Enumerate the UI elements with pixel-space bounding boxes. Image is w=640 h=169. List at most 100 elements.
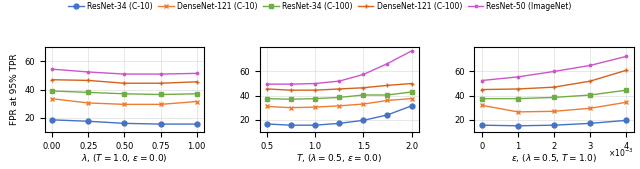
- DenseNet-121 (C-10): [514, 111, 522, 113]
- DenseNet-121 (C-10): [408, 98, 415, 100]
- ResNet-34 (C-10): [550, 124, 558, 126]
- Line: DenseNet-121 (C-100): DenseNet-121 (C-100): [264, 81, 414, 93]
- ResNet-34 (C-100): [120, 93, 128, 95]
- ResNet-50 (ImageNet): [623, 55, 630, 57]
- DenseNet-121 (C-100): [311, 89, 319, 91]
- DenseNet-121 (C-100): [383, 84, 391, 86]
- ResNet-34 (C-100): [478, 98, 486, 100]
- ResNet-34 (C-100): [311, 98, 319, 100]
- DenseNet-121 (C-100): [193, 81, 200, 83]
- ResNet-34 (C-10): [263, 123, 271, 125]
- ResNet-34 (C-100): [550, 96, 558, 98]
- DenseNet-121 (C-10): [263, 105, 271, 107]
- Legend: ResNet-34 (C-10), DenseNet-121 (C-10), ResNet-34 (C-100), DenseNet-121 (C-100), : ResNet-34 (C-10), DenseNet-121 (C-10), R…: [67, 1, 573, 13]
- DenseNet-121 (C-100): [48, 79, 56, 81]
- DenseNet-121 (C-10): [360, 103, 367, 105]
- ResNet-50 (ImageNet): [157, 73, 164, 75]
- DenseNet-121 (C-100): [360, 87, 367, 89]
- ResNet-50 (ImageNet): [586, 64, 594, 66]
- Line: DenseNet-121 (C-10): DenseNet-121 (C-10): [50, 96, 199, 107]
- Line: ResNet-50 (ImageNet): ResNet-50 (ImageNet): [479, 54, 628, 83]
- X-axis label: $\varepsilon$, ($\lambda = 0.5$, $T = 1.0$): $\varepsilon$, ($\lambda = 0.5$, $T = 1.…: [511, 152, 597, 164]
- ResNet-34 (C-10): [408, 105, 415, 107]
- DenseNet-121 (C-10): [311, 106, 319, 108]
- ResNet-34 (C-100): [383, 94, 391, 96]
- DenseNet-121 (C-10): [478, 104, 486, 106]
- ResNet-50 (ImageNet): [383, 63, 391, 65]
- Line: ResNet-34 (C-10): ResNet-34 (C-10): [264, 103, 414, 128]
- DenseNet-121 (C-10): [623, 101, 630, 103]
- ResNet-50 (ImageNet): [360, 74, 367, 76]
- ResNet-50 (ImageNet): [478, 79, 486, 81]
- Line: ResNet-50 (ImageNet): ResNet-50 (ImageNet): [264, 49, 414, 87]
- DenseNet-121 (C-100): [586, 80, 594, 82]
- ResNet-34 (C-10): [311, 124, 319, 126]
- ResNet-34 (C-100): [586, 94, 594, 96]
- DenseNet-121 (C-100): [623, 69, 630, 71]
- ResNet-34 (C-100): [287, 98, 295, 100]
- Line: ResNet-34 (C-100): ResNet-34 (C-100): [479, 88, 628, 101]
- ResNet-34 (C-100): [84, 91, 92, 93]
- DenseNet-121 (C-100): [157, 82, 164, 84]
- ResNet-34 (C-100): [193, 93, 200, 95]
- Y-axis label: FPR at 95% TPR: FPR at 95% TPR: [10, 54, 19, 125]
- DenseNet-121 (C-100): [335, 88, 343, 90]
- ResNet-34 (C-10): [478, 124, 486, 126]
- ResNet-34 (C-100): [48, 90, 56, 92]
- DenseNet-121 (C-10): [335, 105, 343, 107]
- ResNet-50 (ImageNet): [120, 73, 128, 75]
- ResNet-50 (ImageNet): [193, 72, 200, 74]
- DenseNet-121 (C-100): [120, 82, 128, 84]
- Text: $\times10^{-3}$: $\times10^{-3}$: [608, 147, 634, 159]
- ResNet-34 (C-100): [514, 98, 522, 100]
- DenseNet-121 (C-10): [120, 103, 128, 105]
- ResNet-34 (C-10): [586, 122, 594, 124]
- DenseNet-121 (C-100): [514, 88, 522, 90]
- Line: DenseNet-121 (C-10): DenseNet-121 (C-10): [264, 96, 414, 110]
- ResNet-50 (ImageNet): [263, 83, 271, 85]
- ResNet-50 (ImageNet): [550, 70, 558, 73]
- DenseNet-121 (C-10): [157, 103, 164, 105]
- X-axis label: $\lambda$, ($T = 1.0$, $\varepsilon = 0.0$): $\lambda$, ($T = 1.0$, $\varepsilon = 0.…: [81, 152, 168, 164]
- DenseNet-121 (C-10): [84, 102, 92, 104]
- DenseNet-121 (C-10): [586, 107, 594, 109]
- ResNet-34 (C-10): [514, 125, 522, 127]
- DenseNet-121 (C-100): [287, 89, 295, 91]
- ResNet-34 (C-10): [383, 114, 391, 116]
- Line: ResNet-50 (ImageNet): ResNet-50 (ImageNet): [50, 67, 199, 77]
- ResNet-34 (C-10): [335, 122, 343, 124]
- Line: DenseNet-121 (C-100): DenseNet-121 (C-100): [50, 77, 199, 86]
- ResNet-50 (ImageNet): [84, 71, 92, 73]
- ResNet-50 (ImageNet): [408, 50, 415, 52]
- DenseNet-121 (C-10): [48, 98, 56, 100]
- Line: ResNet-34 (C-10): ResNet-34 (C-10): [479, 118, 628, 128]
- DenseNet-121 (C-100): [550, 86, 558, 88]
- DenseNet-121 (C-10): [193, 101, 200, 103]
- ResNet-34 (C-10): [48, 119, 56, 121]
- ResNet-50 (ImageNet): [335, 80, 343, 82]
- ResNet-50 (ImageNet): [48, 68, 56, 70]
- ResNet-34 (C-100): [360, 94, 367, 96]
- ResNet-34 (C-100): [263, 98, 271, 100]
- X-axis label: $T$, ($\lambda = 0.5$, $\varepsilon = 0.0$): $T$, ($\lambda = 0.5$, $\varepsilon = 0.…: [296, 152, 382, 164]
- DenseNet-121 (C-100): [408, 82, 415, 84]
- ResNet-50 (ImageNet): [514, 76, 522, 78]
- ResNet-34 (C-10): [287, 124, 295, 126]
- ResNet-34 (C-100): [623, 89, 630, 91]
- DenseNet-121 (C-100): [263, 88, 271, 90]
- ResNet-34 (C-100): [157, 93, 164, 95]
- ResNet-34 (C-10): [193, 123, 200, 125]
- ResNet-34 (C-100): [335, 96, 343, 98]
- Line: DenseNet-121 (C-10): DenseNet-121 (C-10): [479, 100, 628, 114]
- ResNet-34 (C-10): [84, 120, 92, 122]
- Line: ResNet-34 (C-10): ResNet-34 (C-10): [50, 117, 199, 127]
- DenseNet-121 (C-10): [383, 99, 391, 101]
- ResNet-50 (ImageNet): [311, 82, 319, 84]
- Line: ResNet-34 (C-100): ResNet-34 (C-100): [50, 89, 199, 97]
- DenseNet-121 (C-10): [287, 107, 295, 109]
- ResNet-34 (C-10): [623, 119, 630, 121]
- ResNet-34 (C-10): [360, 119, 367, 121]
- ResNet-34 (C-10): [157, 123, 164, 125]
- ResNet-34 (C-10): [120, 122, 128, 124]
- Line: DenseNet-121 (C-100): DenseNet-121 (C-100): [479, 68, 628, 92]
